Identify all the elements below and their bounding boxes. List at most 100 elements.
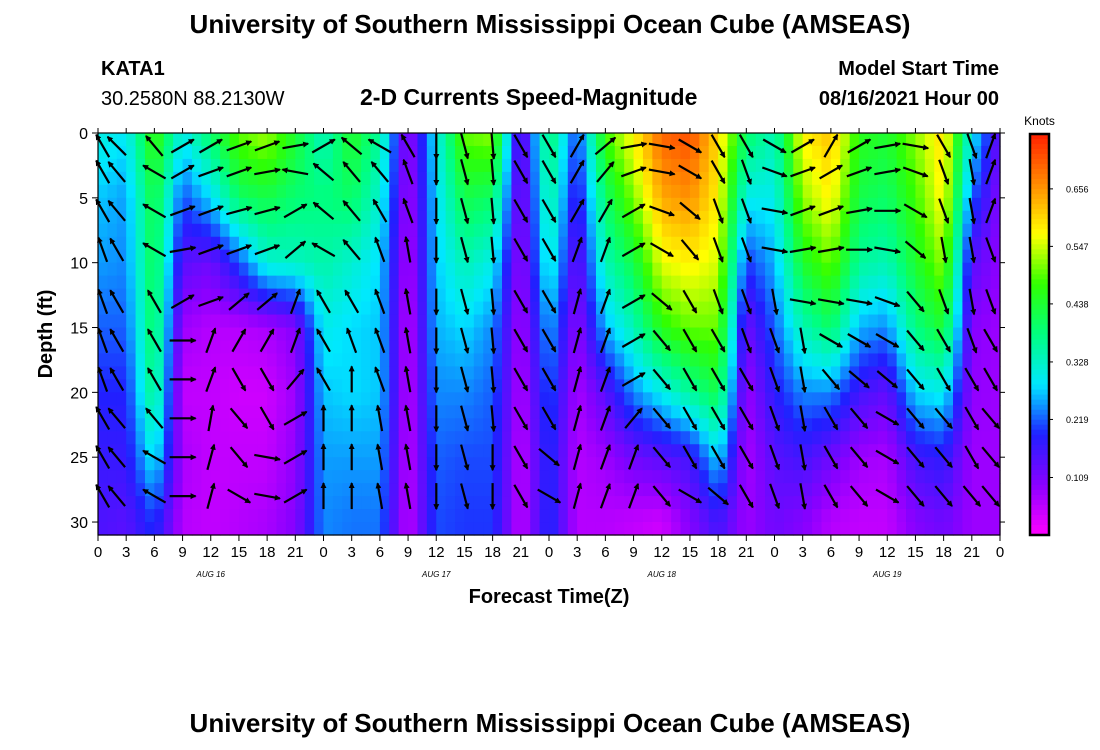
heatmap-cell: [107, 509, 118, 523]
heatmap-cell: [774, 275, 785, 290]
heatmap-cell: [793, 379, 804, 393]
heatmap-cell: [370, 457, 381, 471]
heatmap-cell: [483, 236, 494, 251]
current-arrow: [229, 446, 249, 468]
current-arrow: [875, 488, 900, 504]
heatmap-cell: [605, 418, 616, 432]
heatmap-cell: [981, 457, 992, 471]
heatmap-cell: [464, 301, 475, 316]
heatmap-cell: [173, 275, 184, 290]
heatmap-cell: [577, 353, 588, 368]
heatmap-cell: [971, 509, 982, 523]
heatmap-cell: [342, 483, 353, 497]
current-arrow: [254, 140, 281, 152]
heatmap-cell: [98, 366, 108, 380]
heatmap-cell: [464, 366, 475, 380]
heatmap-cell: [351, 522, 362, 536]
heatmap-cell: [840, 171, 851, 186]
heatmap-cell: [567, 197, 578, 212]
heatmap-cell: [182, 379, 193, 393]
heatmap-cell: [276, 184, 287, 199]
heatmap-cell: [229, 353, 240, 368]
heatmap-cell: [304, 171, 315, 186]
heatmap-cell: [849, 314, 860, 329]
heatmap-cell: [708, 262, 719, 277]
heatmap-cell: [163, 145, 174, 160]
heatmap-cell: [379, 496, 390, 510]
heatmap-cell: [727, 496, 738, 510]
heatmap-cell: [746, 314, 757, 329]
heatmap-cell: [398, 197, 409, 212]
heatmap-cell: [398, 158, 409, 173]
heatmap-cell: [953, 184, 964, 199]
current-arrow: [938, 198, 950, 224]
current-arrow: [572, 326, 583, 354]
heatmap-cell: [398, 522, 409, 536]
x-tick-label: 3: [799, 544, 807, 561]
heatmap-cell: [962, 431, 973, 445]
current-arrow: [846, 206, 873, 215]
heatmap-cell: [765, 444, 776, 458]
heatmap-cell: [962, 171, 973, 186]
heatmap-cell: [661, 249, 672, 264]
colorbar-segment: [1030, 234, 1049, 240]
heatmap-cell: [126, 133, 137, 147]
heatmap-cell: [220, 262, 231, 277]
heatmap-cell: [943, 133, 954, 147]
heatmap-cell: [267, 457, 278, 471]
heatmap-cell: [614, 522, 625, 536]
heatmap-cell: [210, 379, 221, 393]
x-tick-label: 12: [879, 544, 896, 561]
heatmap-cell: [98, 223, 108, 238]
heatmap-cell: [483, 457, 494, 471]
heatmap-cell: [953, 275, 964, 290]
current-arrow: [678, 488, 703, 504]
current-arrow: [572, 404, 583, 432]
heatmap-cell: [689, 275, 700, 290]
heatmap-cell: [530, 366, 541, 380]
heatmap-cell: [746, 483, 757, 497]
heatmap-cell: [361, 171, 372, 186]
heatmap-cell: [567, 379, 578, 393]
heatmap-cell: [586, 171, 597, 186]
heatmap-cell: [220, 133, 231, 147]
heatmap-cell: [502, 392, 513, 406]
heatmap-cell: [624, 197, 635, 212]
heatmap-cell: [586, 340, 597, 355]
heatmap-cell: [595, 496, 606, 510]
heatmap-cell: [746, 197, 757, 212]
heatmap-cell: [135, 133, 146, 147]
current-arrow: [936, 367, 952, 392]
heatmap-cell: [417, 444, 428, 458]
heatmap-cell: [539, 314, 550, 329]
heatmap-cell: [680, 197, 691, 212]
heatmap-cell: [812, 392, 823, 406]
heatmap-cell: [605, 210, 616, 225]
heatmap-cell: [924, 223, 935, 238]
current-arrow: [849, 407, 869, 429]
heatmap-cell: [896, 236, 907, 251]
heatmap-cell: [793, 457, 804, 471]
heatmap-cell: [605, 262, 616, 277]
colorbar-segment: [1030, 159, 1049, 165]
heatmap-cell: [774, 431, 785, 445]
heatmap-cell: [567, 405, 578, 419]
heatmap-cell: [530, 262, 541, 277]
heatmap-cell: [953, 133, 964, 147]
heatmap-cell: [455, 197, 466, 212]
heatmap-cell: [802, 210, 813, 225]
heatmap-cell: [351, 353, 362, 368]
heatmap-cell: [267, 210, 278, 225]
current-arrow: [738, 484, 754, 509]
heatmap-cell: [182, 496, 193, 510]
heatmap-cell: [426, 158, 437, 173]
current-arrow: [206, 482, 216, 509]
heatmap-cell: [154, 275, 165, 290]
heatmap-cell: [642, 353, 653, 368]
heatmap-cell: [821, 236, 832, 251]
heatmap-cell: [379, 431, 390, 445]
colorbar-segment: [1030, 294, 1049, 301]
heatmap-cell: [135, 262, 146, 277]
heatmap-cell: [191, 314, 202, 329]
heatmap-cell: [295, 223, 306, 238]
